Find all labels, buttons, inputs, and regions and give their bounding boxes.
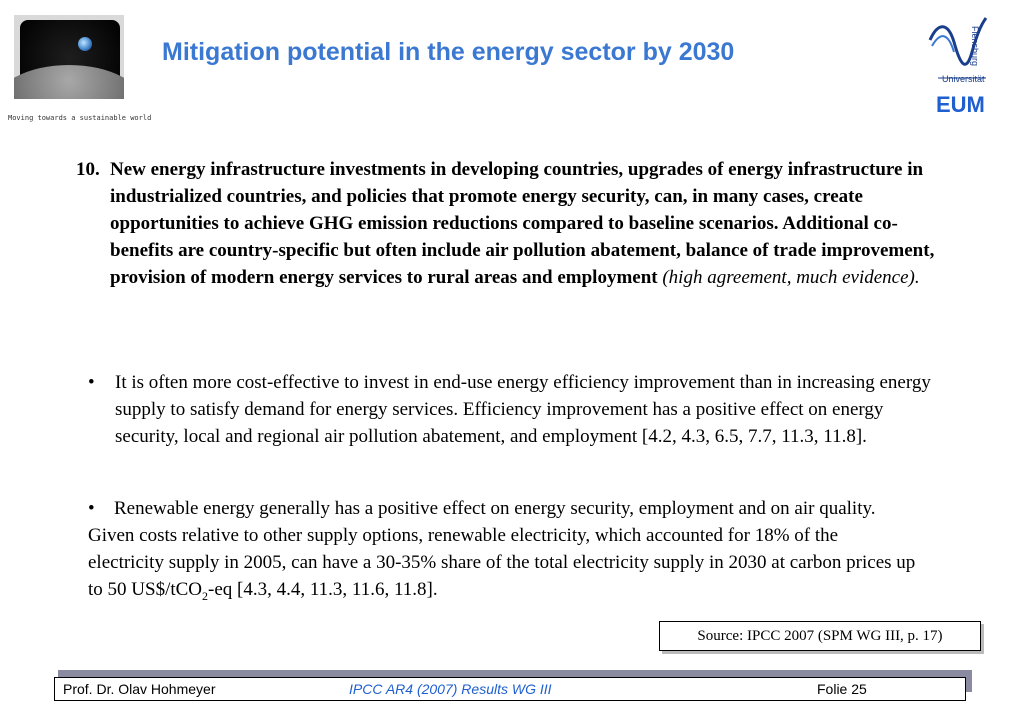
bullet-renewable: • Renewable energy generally has a posit… [88,495,918,610]
bullet-text: It is often more cost-effective to inves… [115,372,931,447]
point-body: New energy infrastructure investments in… [110,159,935,288]
moon-surface [14,65,124,99]
point-text: New energy infrastructure investments in… [110,156,956,291]
point-10: 10. New energy infrastructure investment… [76,156,956,291]
co2-subscript: 2 [202,588,209,603]
university-label: Universität [942,74,985,84]
institute-label: EUM [936,92,985,117]
university-wave-icon [928,17,988,79]
university-logo: Flensburg Universität EUM [928,12,998,122]
bullet-icon: • [88,498,95,519]
bullet-text-part-b: -eq [4.3, 4.4, 11.3, 11.6, 11.8]. [208,579,438,600]
point-number: 10. [76,159,100,180]
footer-author: Prof. Dr. Olav Hohmeyer [63,681,216,697]
slide-title: Mitigation potential in the energy secto… [162,38,735,66]
earth-icon [78,37,92,51]
footer-topic: IPCC AR4 (2007) Results WG III [349,681,552,697]
bullet-efficiency: • It is often more cost-effective to inv… [88,369,948,450]
footer-slide-number: Folie 25 [817,681,867,697]
source-citation: Source: IPCC 2007 (SPM WG III, p. 17) [659,621,981,651]
footer-bar: Prof. Dr. Olav Hohmeyer IPCC AR4 (2007) … [54,677,966,701]
bullet-text-part-a: Renewable energy generally has a positiv… [88,498,916,600]
tagline: Moving towards a sustainable world [8,114,152,122]
bullet-icon: • [88,372,95,393]
earth-logo [14,15,124,99]
bullet-text: Renewable energy generally has a positiv… [88,495,918,610]
point-qualifier: (high agreement, much evidence). [662,267,920,288]
point10-clip: 10. New energy infrastructure investment… [0,0,1023,340]
